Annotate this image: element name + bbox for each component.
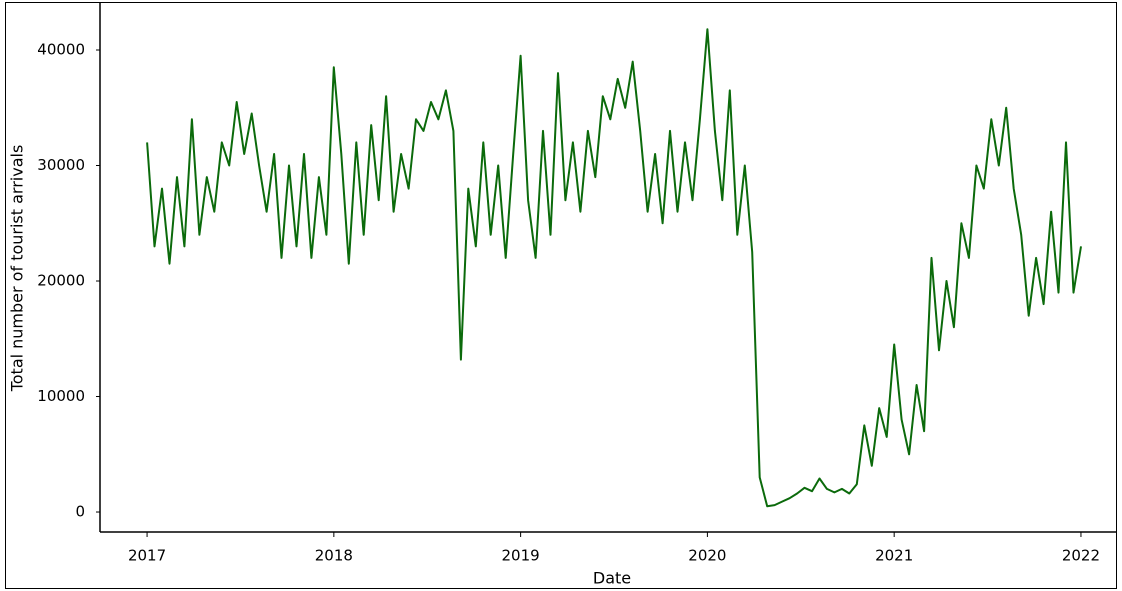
x-tick-label: 2021 <box>875 547 913 565</box>
y-tick-label: 0 <box>75 503 85 521</box>
frame <box>5 2 1117 589</box>
x-tick-label: 2018 <box>315 547 353 565</box>
y-tick-label: 10000 <box>37 387 85 405</box>
x-tick-label: 2017 <box>128 547 166 565</box>
y-tick-label: 30000 <box>37 156 85 174</box>
series-line <box>146 28 1082 508</box>
y-tick-label: 20000 <box>37 272 85 290</box>
x-tick-label: 2022 <box>1062 547 1100 565</box>
x-tick-label: 2019 <box>502 547 540 565</box>
y-tick-label: 40000 <box>37 41 85 59</box>
x-axis-label: Date <box>593 569 631 588</box>
y-axis-label: Total number of tourist arrivals <box>8 145 27 393</box>
x-tick-label: 2020 <box>688 547 726 565</box>
